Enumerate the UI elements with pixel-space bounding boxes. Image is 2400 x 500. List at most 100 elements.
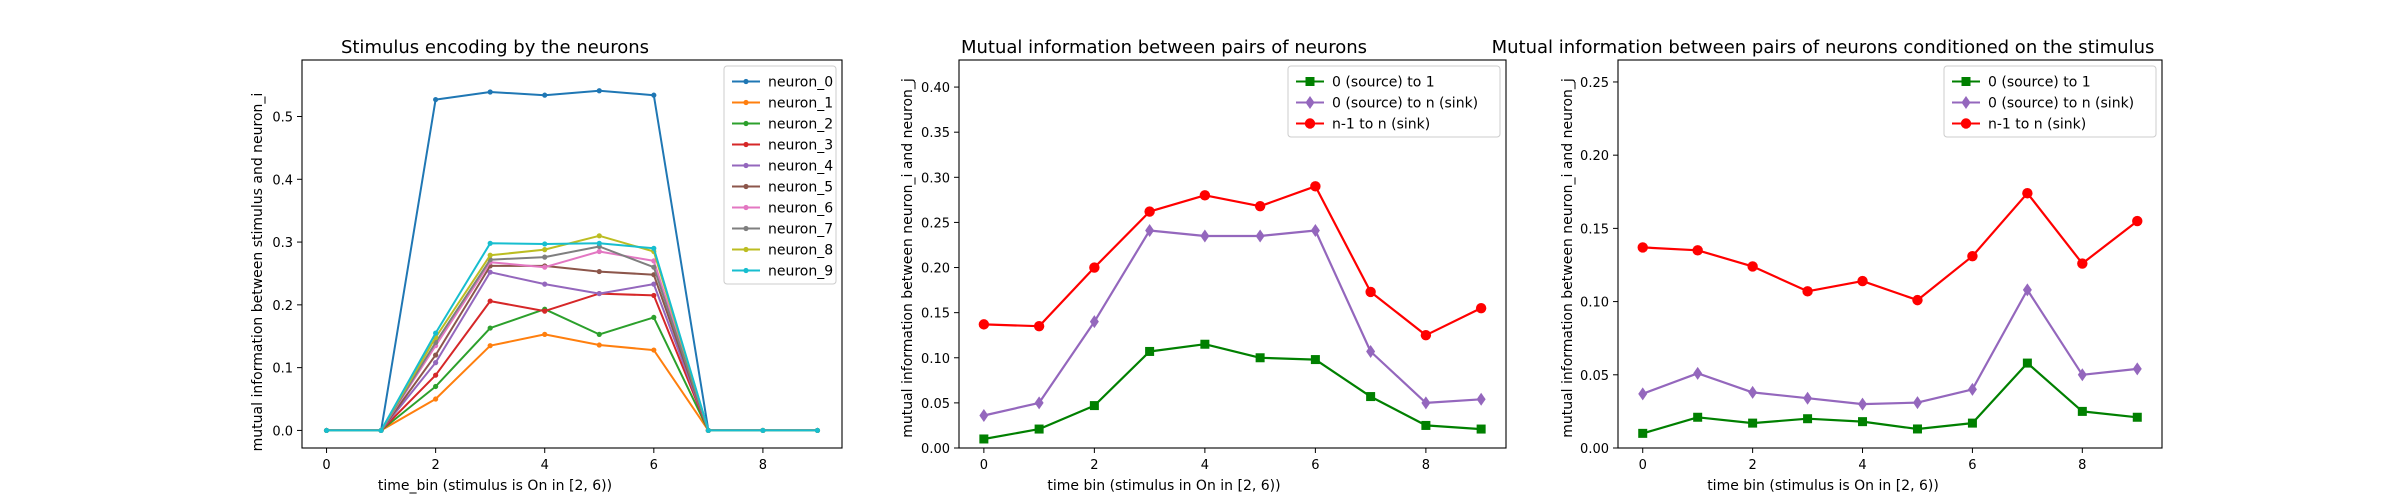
x-tick-label: 4	[541, 458, 549, 473]
data-point	[542, 331, 548, 337]
legend-label: 0 (source) to 1	[1988, 75, 2091, 91]
data-point	[1421, 396, 1431, 410]
data-point	[433, 372, 439, 378]
data-point	[433, 396, 439, 402]
data-point	[433, 383, 439, 390]
legend-label: neuron_2	[768, 117, 833, 133]
chart-title: Mutual information between pairs of neur…	[1492, 37, 2155, 58]
legend-label: n-1 to n (sink)	[1332, 117, 1430, 133]
data-point	[323, 427, 330, 434]
y-axis-label: mutual information between stimulus and …	[250, 93, 266, 452]
data-point	[1145, 346, 1155, 356]
legend-marker	[743, 162, 749, 169]
data-point	[1803, 391, 1813, 405]
data-point	[542, 308, 548, 314]
x-tick-label: 2	[1090, 458, 1098, 473]
y-axis-label: mutual information between neuron_i and …	[900, 78, 916, 438]
data-point	[2132, 412, 2142, 422]
legend-marker	[1305, 96, 1315, 109]
data-point	[1200, 339, 1210, 349]
plot-frame	[301, 59, 843, 449]
data-point	[596, 248, 602, 255]
data-point	[1747, 261, 1758, 272]
data-point	[1255, 229, 1265, 243]
data-point	[596, 290, 602, 297]
data-point	[1748, 385, 1758, 399]
chart-title: Stimulus encoding by the neurons	[341, 37, 649, 58]
data-point	[1034, 424, 1044, 434]
y-tick-label: 0.20	[1580, 149, 1609, 164]
data-point	[760, 427, 766, 434]
x-tick-label: 6	[1311, 458, 1319, 473]
data-point	[1034, 396, 1044, 410]
data-point	[487, 240, 493, 246]
legend-label: neuron_9	[768, 264, 833, 280]
series-line	[983, 229, 1482, 417]
legend-label: neuron_4	[768, 159, 833, 175]
data-point	[542, 241, 548, 247]
legend-marker	[1304, 118, 1316, 129]
legend-marker	[743, 267, 749, 274]
data-point	[487, 252, 493, 258]
data-point	[651, 92, 657, 98]
data-point	[1475, 302, 1487, 314]
legend-marker	[743, 120, 749, 127]
data-point	[1144, 206, 1155, 217]
y-tick-label: 0.15	[1580, 222, 1609, 237]
data-point	[1255, 353, 1265, 363]
data-point	[2077, 258, 2088, 269]
data-point	[433, 96, 439, 103]
y-tick-label: 0.05	[1580, 369, 1609, 384]
series-line	[983, 185, 1482, 337]
legend-label: 0 (source) to n (sink)	[1988, 96, 2134, 112]
data-point	[2077, 406, 2087, 416]
data-point	[2132, 362, 2142, 376]
legend-label: neuron_3	[768, 138, 833, 154]
data-point	[1089, 401, 1099, 411]
data-point	[1803, 414, 1813, 424]
x-tick-label: 8	[759, 458, 767, 473]
data-point	[1421, 420, 1431, 430]
data-point	[978, 319, 990, 330]
data-point	[1476, 424, 1486, 434]
x-tick-label: 2	[431, 458, 439, 473]
data-point	[596, 342, 602, 348]
legend-marker	[1961, 77, 1971, 86]
y-tick-label: 0.00	[1580, 442, 1609, 457]
data-point	[651, 245, 657, 251]
plot-frame	[1617, 59, 2163, 449]
y-tick-label: 0.10	[921, 352, 950, 367]
y-tick-label: 0.1	[272, 362, 293, 377]
y-tick-label: 0.0	[272, 424, 293, 439]
x-tick-label: 4	[1858, 458, 1866, 473]
data-point	[1967, 418, 1977, 428]
data-point	[433, 330, 439, 336]
x-axis-label: time bin (stimulus is On in [2, 6))	[1707, 478, 1939, 494]
data-point	[1967, 250, 1978, 262]
data-point	[1693, 366, 1703, 380]
data-point	[596, 268, 602, 275]
data-point	[1033, 320, 1045, 332]
y-tick-label: 0.05	[921, 397, 950, 412]
y-tick-label: 0.4	[272, 173, 293, 188]
data-point	[1858, 397, 1868, 411]
legend-label: neuron_0	[768, 75, 833, 91]
data-point	[979, 434, 989, 444]
data-point	[1638, 387, 1648, 401]
data-point	[1912, 396, 1922, 410]
chart-conditional-mi: Mutual information between pairs of neur…	[1492, 37, 2163, 494]
data-point	[1199, 190, 1211, 201]
x-tick-label: 8	[2078, 458, 2086, 473]
data-point	[596, 240, 602, 246]
data-point	[1200, 229, 1210, 243]
data-point	[651, 314, 657, 321]
data-point	[1912, 294, 1923, 306]
legend-box	[1287, 65, 1501, 138]
series-line	[983, 343, 1482, 441]
legend-label: neuron_1	[768, 96, 833, 112]
data-point	[1693, 412, 1703, 422]
y-tick-label: 0.40	[921, 81, 950, 96]
data-point	[1857, 275, 1868, 287]
x-axis-label: time_bin (stimulus is On in [2, 6))	[378, 478, 612, 494]
legend-marker	[743, 183, 749, 190]
